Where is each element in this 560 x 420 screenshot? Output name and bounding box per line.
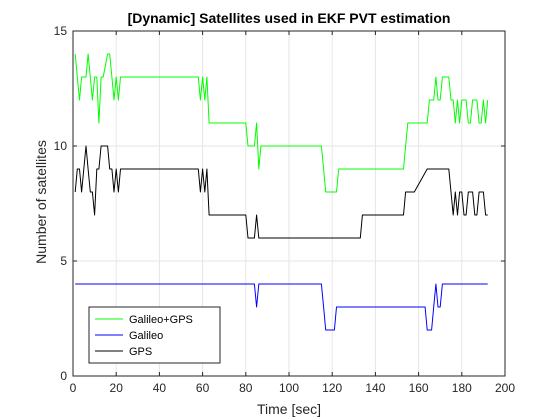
y-tick-label: 10: [54, 139, 68, 153]
x-tick-label: 200: [495, 381, 515, 395]
series-lines: [74, 53, 489, 331]
legend: Galileo+GPS Galileo GPS: [88, 306, 221, 364]
y-axis-label: Number of satellites: [33, 140, 49, 264]
x-tick-label: 140: [365, 381, 385, 395]
legend-label: Galileo+GPS: [129, 314, 193, 326]
x-tick-label: 100: [279, 381, 299, 395]
series-line-gps: [74, 145, 488, 239]
legend-label: GPS: [129, 346, 152, 358]
x-tick-label: 0: [70, 381, 77, 395]
series-line-galileo-gps: [74, 53, 489, 193]
x-tick-label: 40: [153, 381, 167, 395]
y-tick-label: 0: [60, 369, 67, 383]
axis-ticks: 0 20 40 60 80 100 120 140 160 180 200 0 5 10 15: [54, 24, 516, 395]
legend-label: Galileo: [129, 330, 163, 342]
chart-title: [Dynamic] Satellites used in EKF PVT est…: [128, 10, 451, 26]
y-tick-label: 15: [54, 24, 68, 38]
x-tick-label: 20: [110, 381, 124, 395]
series-line-galileo: [75, 283, 488, 331]
x-axis-label: Time [sec]: [257, 401, 321, 417]
y-tick-label: 5: [60, 254, 67, 268]
x-tick-label: 60: [196, 381, 210, 395]
x-tick-label: 180: [452, 381, 472, 395]
x-tick-label: 160: [409, 381, 429, 395]
x-tick-label: 80: [239, 381, 253, 395]
x-tick-label: 120: [322, 381, 342, 395]
